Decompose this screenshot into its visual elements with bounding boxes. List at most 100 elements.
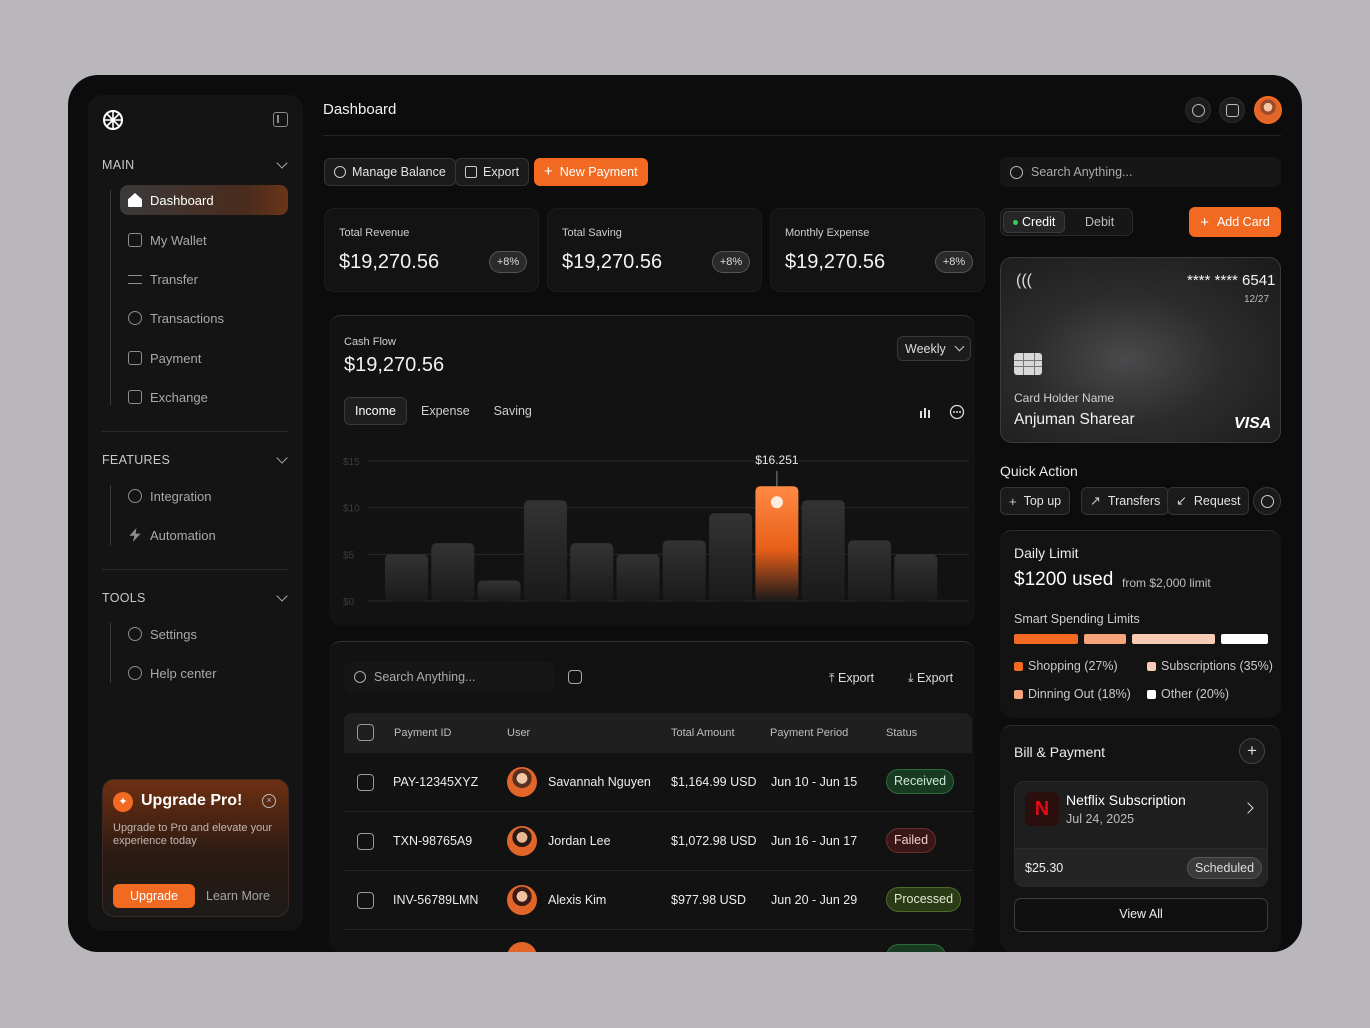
table-search-input[interactable]: Search Anything... bbox=[344, 662, 554, 692]
spending-segment bbox=[1083, 634, 1127, 644]
card-type-toggle: Credit Debit bbox=[1000, 208, 1133, 236]
daily-limit-title: Daily Limit bbox=[1014, 545, 1079, 561]
cash-flow-chart: $15 $10 $5 $0 $16.251 bbox=[343, 453, 969, 606]
table-row[interactable]: TXN-98765A9 Jordan Lee $1,072.98 USD Jun… bbox=[344, 812, 972, 871]
tab-credit[interactable]: Credit bbox=[1003, 211, 1065, 233]
chart-bar[interactable] bbox=[570, 543, 614, 601]
sidebar-item-transfer[interactable]: Transfer bbox=[120, 264, 288, 294]
table-row[interactable]: PAY-12345XYZ Savannah Nguyen $1,164.99 U… bbox=[344, 753, 972, 812]
legend-label: Dinning Out (18%) bbox=[1028, 687, 1131, 701]
column-header[interactable]: Payment Period bbox=[770, 727, 849, 739]
sidebar-item-automation[interactable]: Automation bbox=[120, 520, 288, 550]
chevron-right-icon[interactable] bbox=[1242, 802, 1254, 814]
row-checkbox[interactable] bbox=[357, 774, 374, 791]
export-button[interactable]: ⤓ Export bbox=[908, 671, 954, 685]
button-label: Export bbox=[838, 671, 875, 685]
learn-more-link[interactable]: Learn More bbox=[206, 889, 270, 903]
select-all-checkbox[interactable] bbox=[357, 724, 374, 741]
sidebar-item-payment[interactable]: Payment bbox=[120, 343, 288, 373]
chart-bar[interactable] bbox=[477, 580, 521, 601]
bill-title: Bill & Payment bbox=[1014, 744, 1106, 760]
table-row[interactable] bbox=[344, 930, 972, 952]
tab-debit[interactable]: Debit bbox=[1085, 215, 1115, 229]
avatar[interactable] bbox=[1254, 96, 1282, 124]
column-header[interactable]: Total Amount bbox=[671, 727, 735, 739]
payment-period: Jun 20 - Jun 29 bbox=[771, 893, 858, 907]
new-payment-button[interactable]: + New Payment bbox=[534, 158, 648, 186]
export-button[interactable]: ⤒ Export bbox=[829, 671, 875, 685]
transfers-button[interactable]: ↗ Transfers bbox=[1081, 487, 1170, 515]
chart-bar[interactable] bbox=[616, 554, 660, 601]
table-header: Payment ID User Total Amount Payment Per… bbox=[344, 713, 972, 753]
chart-bar[interactable] bbox=[431, 543, 475, 601]
request-button[interactable]: ↙ Request bbox=[1167, 487, 1250, 515]
more-icon[interactable] bbox=[949, 404, 965, 420]
bill-item[interactable]: N Netflix Subscription Jul 24, 2025 $25.… bbox=[1014, 781, 1268, 887]
upgrade-button[interactable]: Upgrade bbox=[113, 884, 195, 908]
cash-flow-panel: Cash Flow $19,270.56 Weekly Income Expen… bbox=[329, 315, 975, 626]
table-row[interactable]: INV-56789LMN Alexis Kim $977.98 USD Jun … bbox=[344, 871, 972, 930]
legend-label: Subscriptions (35%) bbox=[1161, 659, 1273, 673]
legend-swatch bbox=[1147, 661, 1156, 671]
sidebar-item-transactions[interactable]: Transactions bbox=[120, 303, 288, 333]
sidebar-item-integration[interactable]: Integration bbox=[120, 481, 288, 511]
gear-icon bbox=[334, 166, 346, 178]
column-header[interactable]: Status bbox=[886, 727, 918, 739]
column-header[interactable]: Payment ID bbox=[394, 727, 452, 739]
chart-bar[interactable] bbox=[662, 540, 706, 601]
cash-flow-tabs: Income Expense Saving bbox=[344, 397, 546, 425]
chart-bar[interactable] bbox=[523, 500, 567, 601]
tab-income[interactable]: Income bbox=[344, 397, 407, 425]
filter-icon[interactable] bbox=[568, 670, 582, 684]
clock-icon[interactable] bbox=[1185, 97, 1211, 123]
row-checkbox[interactable] bbox=[357, 833, 374, 850]
y-tick-label: $0 bbox=[343, 597, 355, 606]
cash-flow-value: $19,270.56 bbox=[344, 354, 445, 376]
chart-bar[interactable] bbox=[385, 554, 428, 601]
sidebar-collapse-icon[interactable] bbox=[273, 112, 288, 127]
row-checkbox[interactable] bbox=[357, 892, 374, 909]
close-icon[interactable]: × bbox=[262, 794, 276, 808]
search-placeholder: Search Anything... bbox=[374, 670, 476, 684]
chevron-down-icon[interactable] bbox=[276, 452, 288, 464]
sidebar-item-help-center[interactable]: Help center bbox=[120, 658, 288, 688]
chart-bar[interactable] bbox=[894, 554, 938, 601]
button-label: Manage Balance bbox=[352, 165, 446, 179]
sidebar-item-my-wallet[interactable]: My Wallet bbox=[120, 225, 288, 255]
home-icon bbox=[128, 193, 142, 207]
search-input[interactable]: Search Anything... bbox=[1000, 157, 1281, 187]
search-icon bbox=[1010, 165, 1023, 179]
sidebar-item-exchange[interactable]: Exchange bbox=[120, 382, 288, 412]
chart-bar[interactable] bbox=[709, 513, 753, 601]
total-amount: $977.98 USD bbox=[671, 893, 747, 907]
payment-id: TXN-98765A9 bbox=[393, 834, 473, 848]
status-badge: Scheduled bbox=[1187, 857, 1263, 879]
chart-bar[interactable] bbox=[801, 500, 845, 601]
add-card-button[interactable]: + Add Card bbox=[1189, 207, 1281, 237]
chart-bar[interactable] bbox=[848, 540, 891, 601]
payment-id: PAY-12345XYZ bbox=[393, 775, 479, 789]
column-header[interactable]: User bbox=[507, 727, 531, 739]
tab-saving[interactable]: Saving bbox=[493, 404, 532, 418]
manage-balance-button[interactable]: Manage Balance bbox=[324, 158, 456, 186]
chevron-down-icon[interactable] bbox=[276, 157, 288, 169]
add-bill-button[interactable]: + bbox=[1239, 738, 1265, 764]
tab-expense[interactable]: Expense bbox=[421, 404, 470, 418]
credit-card[interactable]: ((( **** **** 6541 12/27 Card Holder Nam… bbox=[1000, 257, 1281, 443]
payments-table-panel: Search Anything... ⤒ Export ⤓ Export Pay… bbox=[329, 641, 975, 952]
history-icon[interactable] bbox=[1253, 487, 1281, 515]
bar-chart-icon[interactable] bbox=[917, 404, 933, 420]
chart-bar-highlight[interactable] bbox=[755, 486, 799, 601]
sidebar-item-dashboard[interactable]: Dashboard bbox=[120, 185, 288, 215]
period-select[interactable]: Weekly bbox=[897, 336, 971, 361]
clock-icon bbox=[128, 311, 142, 325]
top-up-button[interactable]: + Top up bbox=[1000, 487, 1071, 515]
view-all-button[interactable]: View All bbox=[1014, 898, 1268, 932]
period-select-value: Weekly bbox=[905, 341, 946, 356]
sidebar-item-label: Help center bbox=[150, 665, 217, 681]
inbox-icon[interactable] bbox=[1219, 97, 1245, 123]
export-button[interactable]: Export bbox=[455, 158, 530, 186]
button-label: Add Card bbox=[1216, 215, 1270, 229]
chevron-down-icon[interactable] bbox=[276, 590, 288, 602]
sidebar-item-settings[interactable]: Settings bbox=[120, 619, 288, 649]
